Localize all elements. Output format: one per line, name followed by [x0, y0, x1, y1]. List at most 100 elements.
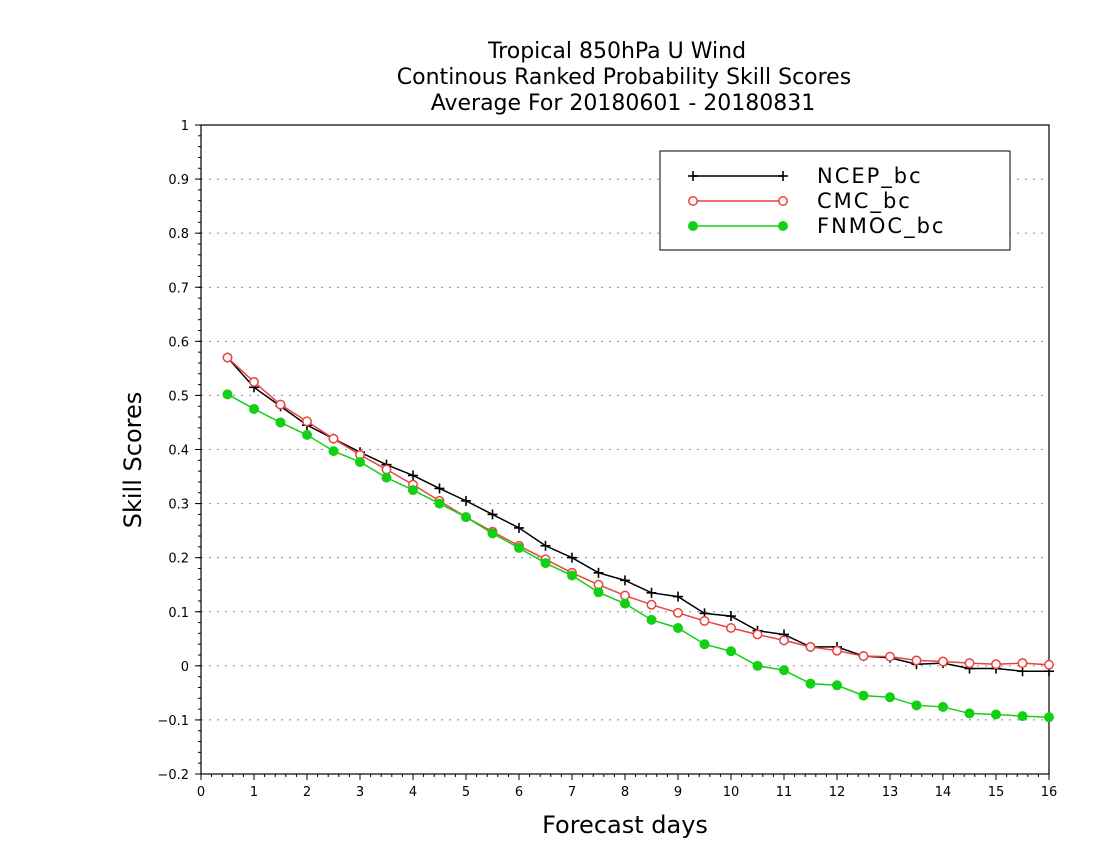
legend-marker — [688, 171, 698, 181]
data-point-fnmoc-bc — [249, 403, 259, 414]
data-point-fnmoc-bc — [1044, 712, 1054, 723]
series-line-ncep-bc — [226, 357, 1049, 672]
y-tick-label: 0.4 — [168, 444, 189, 459]
series-line-fnmoc-bc — [227, 393, 1050, 718]
data-point-fnmoc-bc — [779, 665, 789, 676]
data-point-ncep-bc — [408, 470, 418, 481]
series-fnmoc-bc — [222, 389, 1054, 723]
x-tick-label: 11 — [776, 785, 793, 800]
data-point-cmc-bc — [646, 599, 657, 610]
data-point-fnmoc-bc — [434, 498, 445, 509]
x-tick-label: 0 — [197, 785, 205, 800]
data-point-cmc-bc — [832, 645, 842, 656]
x-tick-label: 7 — [568, 785, 576, 800]
data-point-ncep-bc — [567, 552, 577, 563]
data-point-ncep-bc — [514, 522, 524, 533]
chart-title: Tropical 850hPa U Wind Continous Ranked … — [397, 39, 851, 116]
series-layer — [222, 352, 1054, 723]
data-point-cmc-bc — [938, 656, 948, 667]
chart-title-line-3: Average For 20180601 - 20180831 — [431, 91, 816, 116]
y-tick-label: 0 — [181, 660, 189, 675]
data-point-cmc-bc — [1044, 659, 1054, 670]
data-point-cmc-bc — [779, 635, 789, 646]
legend-label: CMC_bc — [817, 189, 912, 214]
series-ncep-bc — [222, 352, 1054, 677]
x-tick-label: 10 — [723, 785, 740, 800]
legend-marker — [778, 171, 788, 181]
y-tick-label: 0.2 — [168, 552, 189, 567]
x-tick-label: 8 — [621, 785, 629, 800]
x-tick-label: 4 — [409, 785, 417, 800]
data-point-cmc-bc — [991, 659, 1001, 670]
data-point-ncep-bc — [726, 611, 736, 622]
data-point-fnmoc-bc — [381, 472, 392, 483]
data-point-ncep-bc — [461, 495, 471, 506]
chart-title-line-2: Continous Ranked Probability Skill Score… — [397, 65, 851, 90]
data-point-cmc-bc — [275, 399, 286, 410]
data-point-ncep-bc — [673, 591, 683, 602]
data-point-fnmoc-bc — [567, 570, 577, 581]
data-point-cmc-bc — [381, 464, 392, 475]
data-point-ncep-bc — [487, 509, 498, 520]
y-tick-label: 0.7 — [168, 281, 189, 296]
y-tick-label: 0.6 — [168, 335, 189, 350]
y-tick-label: 0.9 — [168, 173, 189, 188]
data-point-fnmoc-bc — [699, 639, 710, 650]
x-tick-label: 2 — [303, 785, 311, 800]
data-point-fnmoc-bc — [1017, 711, 1028, 722]
y-tick-label: 0.1 — [168, 606, 189, 621]
data-point-fnmoc-bc — [673, 622, 683, 633]
series-cmc-bc — [222, 352, 1054, 670]
data-point-cmc-bc — [620, 590, 630, 601]
data-point-fnmoc-bc — [726, 646, 736, 657]
legend-marker — [778, 221, 788, 231]
legend-label: FNMOC_bc — [817, 214, 945, 239]
data-point-fnmoc-bc — [885, 692, 895, 703]
data-point-cmc-bc — [726, 623, 736, 633]
legend-marker — [688, 196, 698, 206]
data-point-fnmoc-bc — [858, 690, 869, 701]
x-axis-label: Forecast days — [542, 811, 708, 839]
data-point-fnmoc-bc — [355, 456, 365, 467]
data-point-fnmoc-bc — [752, 660, 763, 671]
data-point-cmc-bc — [222, 352, 233, 363]
x-tick-label: 13 — [882, 785, 899, 800]
data-point-fnmoc-bc — [540, 558, 551, 569]
x-tick-label: 5 — [462, 785, 470, 800]
legend-marker — [688, 221, 698, 231]
data-point-ncep-bc — [620, 575, 630, 586]
legend-marker — [778, 196, 788, 206]
data-point-cmc-bc — [911, 655, 922, 666]
y-tick-label: −0.1 — [157, 714, 189, 729]
x-tick-label: 3 — [356, 785, 364, 800]
data-point-fnmoc-bc — [275, 417, 286, 428]
y-tick-label: −0.2 — [157, 768, 189, 783]
data-point-fnmoc-bc — [964, 708, 975, 719]
y-tick-label: 0.3 — [168, 498, 189, 513]
x-tick-label: 6 — [515, 785, 523, 800]
data-point-ncep-bc — [593, 567, 604, 578]
data-point-cmc-bc — [673, 607, 683, 618]
x-tick-label: 16 — [1041, 785, 1058, 800]
x-tick-label: 12 — [829, 785, 846, 800]
legend-label: NCEP_bc — [817, 164, 923, 189]
data-point-fnmoc-bc — [991, 709, 1001, 720]
x-axis: 0 1 2 3 4 5 6 7 8 9 10 11 12 13 14 15 16 — [197, 774, 1057, 800]
data-point-fnmoc-bc — [911, 700, 922, 711]
data-point-fnmoc-bc — [805, 678, 816, 689]
data-point-cmc-bc — [699, 615, 710, 626]
x-tick-label: 15 — [988, 785, 1005, 800]
chart-title-line-1: Tropical 850hPa U Wind — [487, 39, 746, 64]
data-point-cmc-bc — [964, 658, 975, 669]
data-point-fnmoc-bc — [461, 512, 471, 523]
data-point-fnmoc-bc — [487, 528, 498, 539]
series-line-cmc-bc — [226, 357, 1050, 666]
data-point-cmc-bc — [858, 651, 869, 662]
data-point-cmc-bc — [302, 416, 312, 427]
gridlines — [201, 178, 1049, 721]
data-point-fnmoc-bc — [328, 446, 339, 457]
data-point-fnmoc-bc — [302, 429, 312, 440]
x-tick-label: 14 — [935, 785, 952, 800]
legend-item-fnmoc-bc: FNMOC_bc — [688, 214, 945, 239]
